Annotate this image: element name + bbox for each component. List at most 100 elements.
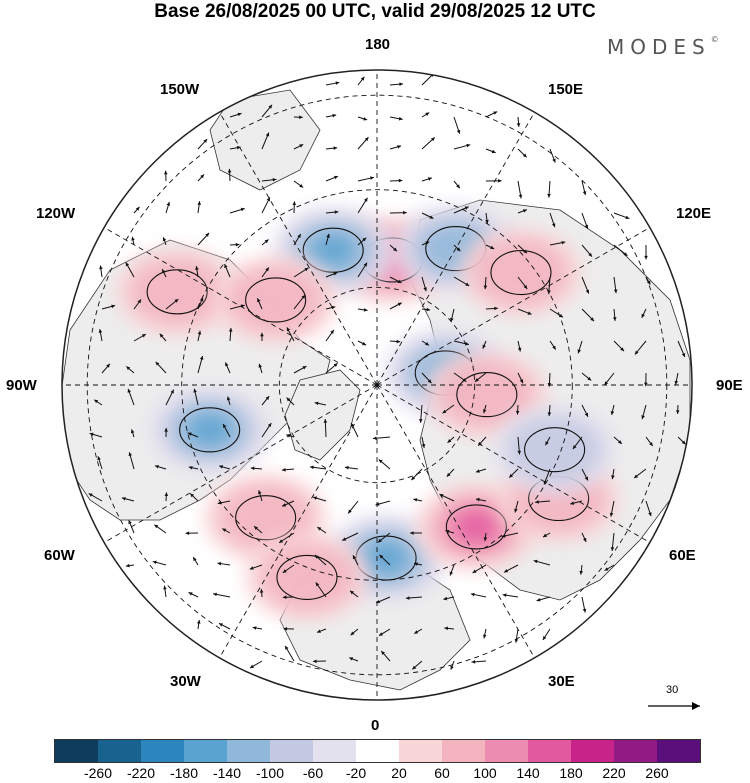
wind-arrow: [475, 497, 487, 502]
wind-arrow: [482, 340, 487, 349]
wind-arrow: [501, 532, 519, 538]
brand-copyright-mark: ©: [710, 35, 719, 44]
wind-arrow: [475, 468, 487, 473]
wind-arrow: [542, 628, 551, 641]
anomaly-shading: [115, 204, 621, 622]
wind-arrow: [485, 212, 489, 224]
wind-arrow: [325, 362, 338, 374]
wind-arrow: [517, 180, 523, 199]
wind-arrow: [421, 340, 430, 346]
wind-arrow: [165, 298, 179, 310]
wind-arrow: [421, 137, 436, 150]
wind-arrow: [485, 111, 498, 118]
wind-arrow: [485, 244, 495, 250]
meridian-line: [219, 384, 378, 659]
wind-arrow: [413, 628, 423, 635]
wind-arrow: [133, 299, 142, 310]
positive-anomaly-region: [456, 512, 497, 541]
wind-arrow: [165, 389, 175, 406]
wind-arrow: [482, 404, 487, 414]
wind-arrow: [444, 626, 455, 631]
wind-arrow: [352, 554, 359, 566]
wind-arrow: [189, 493, 199, 502]
wind-arrow: [164, 492, 169, 502]
wind-arrow: [163, 585, 167, 598]
wind-arrow: [347, 500, 359, 514]
meridian-line: [376, 384, 651, 543]
anomaly-contour: [179, 407, 241, 453]
anomaly-contour: [302, 227, 364, 273]
wind-arrow: [349, 590, 359, 598]
wind-arrow: [472, 564, 487, 574]
wind-arrow: [286, 397, 295, 406]
wind-arrow: [259, 588, 264, 598]
wind-arrow: [413, 498, 423, 502]
wind-arrow: [421, 307, 431, 312]
wind-arrow: [261, 104, 273, 118]
wind-arrow: [378, 459, 391, 470]
wind-arrow: [572, 436, 583, 450]
wind-arrow: [517, 244, 528, 254]
wind-arrow: [389, 178, 403, 183]
wind-arrow: [483, 276, 488, 290]
wind-arrow: [258, 490, 263, 502]
wind-arrow: [445, 529, 455, 534]
wind-arrow: [341, 532, 359, 541]
wind-arrow: [547, 404, 552, 417]
wind-arrow: [453, 244, 461, 252]
wind-arrow: [411, 660, 423, 670]
wind-arrow: [281, 468, 295, 472]
wind-arrow: [286, 327, 295, 342]
colorbar-swatch: [399, 740, 442, 762]
wind-arrow: [131, 236, 135, 246]
wind-arrow: [389, 82, 404, 87]
wind-arrow: [284, 645, 295, 662]
wind-arrow: [377, 532, 391, 543]
wind-arrow: [256, 298, 263, 310]
wind-arrow: [227, 168, 232, 182]
wind-arrow: [421, 372, 432, 384]
wind-arrow: [133, 206, 140, 214]
wind-arrow: [250, 466, 263, 471]
wind-arrow: [325, 81, 340, 86]
graticule: [62, 70, 692, 700]
wind-arrow: [218, 465, 231, 470]
wind-arrow: [283, 627, 295, 631]
wind-arrow: [613, 212, 630, 220]
wind-arrow: [483, 532, 488, 542]
wind-arrow: [453, 372, 467, 383]
wind-arrow: [581, 372, 592, 381]
wind-arrow: [325, 113, 337, 118]
wind-arrow: [453, 206, 469, 214]
colorbar-tick-label: 20: [391, 765, 407, 781]
wind-arrow: [192, 556, 199, 566]
wind-arrow: [549, 148, 556, 163]
wind-arrow: [293, 365, 307, 374]
wind-arrow: [93, 399, 103, 406]
anomaly-contour: [490, 249, 552, 296]
wind-arrow: [413, 562, 423, 566]
wind-arrow: [453, 276, 470, 287]
lon-label-180: 180: [365, 36, 391, 53]
wind-arrow: [229, 112, 242, 118]
wind-arrow: [99, 265, 103, 278]
wind-arrow: [633, 468, 647, 479]
wind-arrow: [163, 170, 168, 182]
meridian-line: [376, 227, 651, 386]
wind-arrow: [610, 532, 615, 551]
wind-arrow: [419, 404, 423, 423]
wind-arrow: [317, 526, 327, 534]
wind-arrow: [98, 328, 103, 342]
meridian-line: [103, 384, 378, 543]
lon-label-150w: 150W: [160, 81, 200, 98]
positive-anomaly-region: [472, 238, 569, 307]
wind-arrow: [545, 436, 551, 446]
wind-arrow: [380, 650, 391, 662]
wind-arrow: [350, 628, 359, 636]
wind-arrow: [130, 429, 135, 438]
wind-arrow: [323, 419, 328, 438]
wind-arrow: [197, 330, 202, 342]
wind-arrow: [325, 175, 339, 182]
wind-arrow: [159, 333, 167, 342]
wind-arrow: [375, 500, 391, 506]
